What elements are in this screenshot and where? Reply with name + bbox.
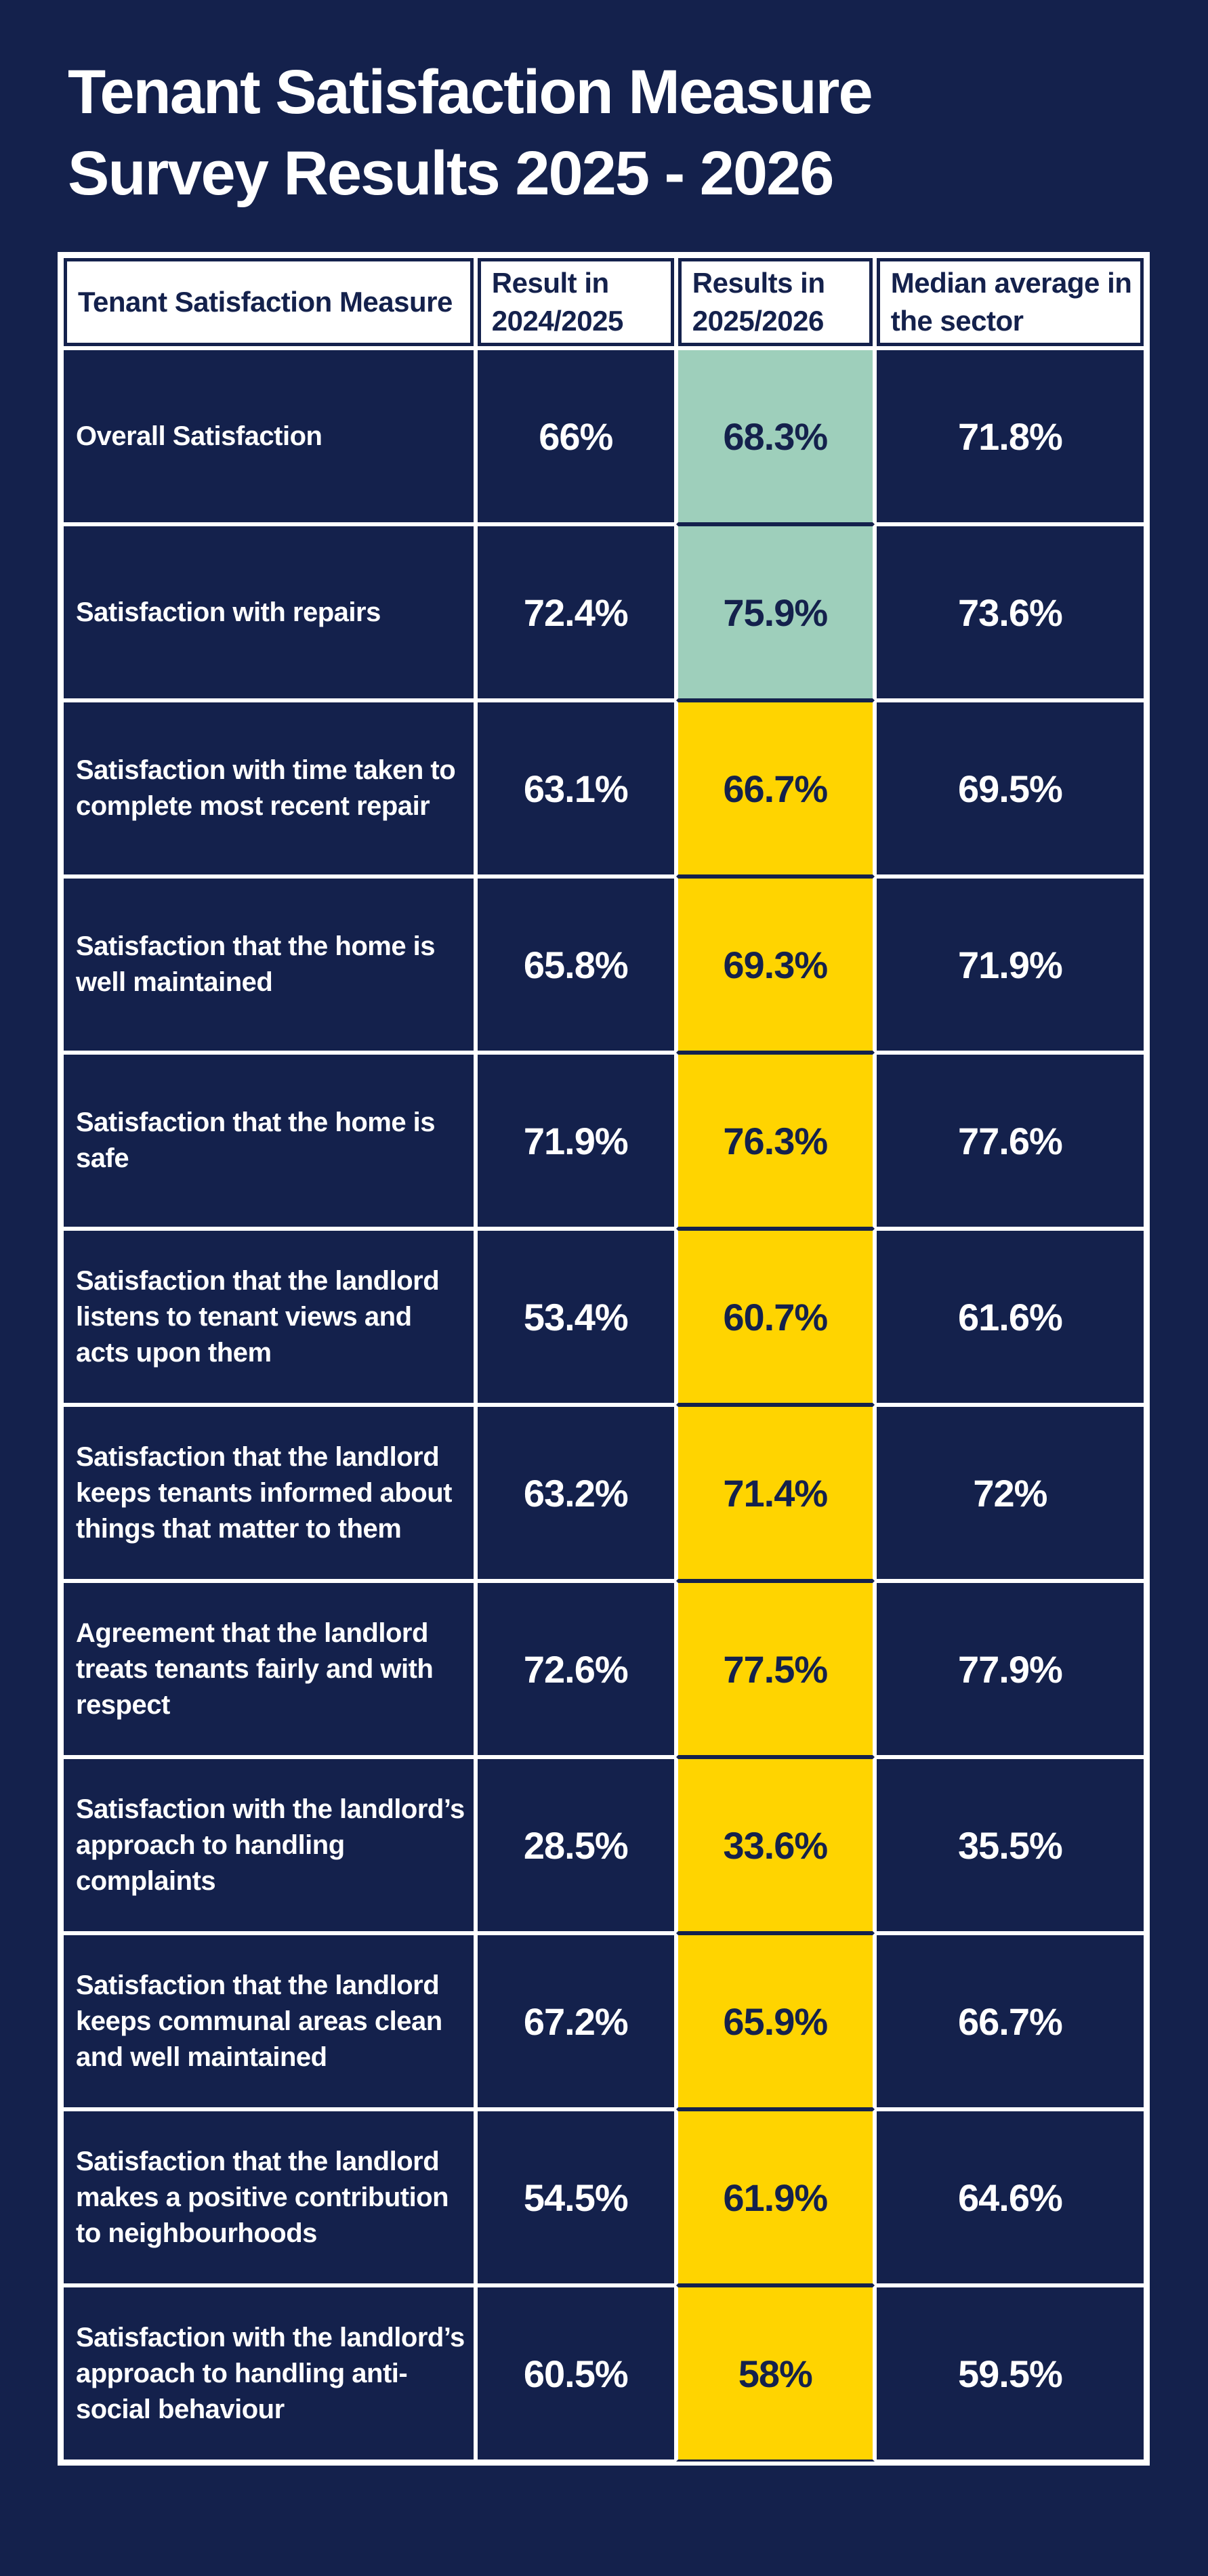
measure-cell: Satisfaction that the landlord keeps ten…	[62, 1405, 476, 1581]
median-sector-cell: 72%	[874, 1405, 1146, 1581]
median-sector-cell: 73.6%	[874, 524, 1146, 700]
result-2024-2025-cell: 53.4%	[475, 1229, 676, 1405]
results-table: Tenant Satisfaction Measure Result in 20…	[58, 252, 1150, 2466]
measure-cell: Satisfaction that the home is well maint…	[62, 877, 476, 1053]
result-2024-2025-cell: 63.1%	[475, 700, 676, 877]
page-title: Tenant Satisfaction Measure Survey Result…	[68, 51, 873, 214]
table-row: Agreement that the landlord treats tenan…	[62, 1581, 1146, 1757]
table-row: Satisfaction that the landlord keeps ten…	[62, 1405, 1146, 1581]
median-sector-cell: 77.9%	[874, 1581, 1146, 1757]
header-label-results-2025-2026: Results in 2025/2026	[681, 261, 869, 343]
table-row: Satisfaction with the landlord’s approac…	[62, 2285, 1146, 2462]
result-2025-2026-cell: 69.3%	[675, 877, 875, 1053]
measure-cell: Agreement that the landlord treats tenan…	[62, 1581, 476, 1757]
median-sector-cell: 35.5%	[874, 1757, 1146, 1933]
table-row: Satisfaction that the home is safe 71.9%…	[62, 1053, 1146, 1229]
result-2024-2025-cell: 66%	[475, 348, 676, 524]
median-sector-cell: 77.6%	[874, 1053, 1146, 1229]
table-row: Satisfaction that the landlord makes a p…	[62, 2109, 1146, 2285]
median-sector-cell: 59.5%	[874, 2285, 1146, 2462]
page-title-line2: Survey Results 2025 - 2026	[68, 139, 834, 208]
result-2025-2026-cell: 33.6%	[675, 1757, 875, 1933]
median-sector-cell: 71.9%	[874, 877, 1146, 1053]
result-2024-2025-cell: 67.2%	[475, 1933, 676, 2109]
result-2025-2026-cell: 65.9%	[675, 1933, 875, 2109]
table-row: Overall Satisfaction 66% 68.3% 71.8%	[62, 348, 1146, 524]
header-label-measure: Tenant Satisfaction Measure	[67, 261, 470, 343]
table-row: Satisfaction with time taken to complete…	[62, 700, 1146, 877]
median-sector-cell: 64.6%	[874, 2109, 1146, 2285]
header-cell-measure: Tenant Satisfaction Measure	[62, 256, 476, 348]
header-cell-results-2025-2026: Results in 2025/2026	[675, 256, 875, 348]
result-2025-2026-cell: 77.5%	[675, 1581, 875, 1757]
table-header-row: Tenant Satisfaction Measure Result in 20…	[62, 256, 1146, 348]
result-2024-2025-cell: 72.6%	[475, 1581, 676, 1757]
table-row: Satisfaction that the home is well maint…	[62, 877, 1146, 1053]
median-sector-cell: 61.6%	[874, 1229, 1146, 1405]
result-2025-2026-cell: 58%	[675, 2285, 875, 2462]
median-sector-cell: 69.5%	[874, 700, 1146, 877]
result-2024-2025-cell: 72.4%	[475, 524, 676, 700]
table-row: Satisfaction with the landlord’s approac…	[62, 1757, 1146, 1933]
result-2024-2025-cell: 60.5%	[475, 2285, 676, 2462]
result-2025-2026-cell: 75.9%	[675, 524, 875, 700]
table-row: Satisfaction that the landlord keeps com…	[62, 1933, 1146, 2109]
result-2024-2025-cell: 54.5%	[475, 2109, 676, 2285]
measure-cell: Satisfaction that the landlord listens t…	[62, 1229, 476, 1405]
median-sector-cell: 66.7%	[874, 1933, 1146, 2109]
result-2025-2026-cell: 60.7%	[675, 1229, 875, 1405]
result-2024-2025-cell: 71.9%	[475, 1053, 676, 1229]
page-title-line1: Tenant Satisfaction Measure	[68, 58, 873, 127]
table-row: Satisfaction that the landlord listens t…	[62, 1229, 1146, 1405]
result-2024-2025-cell: 28.5%	[475, 1757, 676, 1933]
measure-cell: Overall Satisfaction	[62, 348, 476, 524]
result-2025-2026-cell: 76.3%	[675, 1053, 875, 1229]
measure-cell: Satisfaction with repairs	[62, 524, 476, 700]
result-2025-2026-cell: 66.7%	[675, 700, 875, 877]
header-cell-median-sector: Median average in the sector	[874, 256, 1146, 348]
table-row: Satisfaction with repairs 72.4% 75.9% 73…	[62, 524, 1146, 700]
result-2024-2025-cell: 65.8%	[475, 877, 676, 1053]
header-label-result-2024-2025: Result in 2024/2025	[480, 261, 671, 343]
measure-cell: Satisfaction that the landlord makes a p…	[62, 2109, 476, 2285]
result-2025-2026-cell: 71.4%	[675, 1405, 875, 1581]
measure-cell: Satisfaction that the landlord keeps com…	[62, 1933, 476, 2109]
median-sector-cell: 71.8%	[874, 348, 1146, 524]
measure-cell: Satisfaction with the landlord’s approac…	[62, 2285, 476, 2462]
measure-cell: Satisfaction with time taken to complete…	[62, 700, 476, 877]
result-2024-2025-cell: 63.2%	[475, 1405, 676, 1581]
measure-cell: Satisfaction that the home is safe	[62, 1053, 476, 1229]
header-label-median-sector: Median average in the sector	[879, 261, 1140, 343]
measure-cell: Satisfaction with the landlord’s approac…	[62, 1757, 476, 1933]
result-2025-2026-cell: 61.9%	[675, 2109, 875, 2285]
header-cell-result-2024-2025: Result in 2024/2025	[475, 256, 676, 348]
result-2025-2026-cell: 68.3%	[675, 348, 875, 524]
